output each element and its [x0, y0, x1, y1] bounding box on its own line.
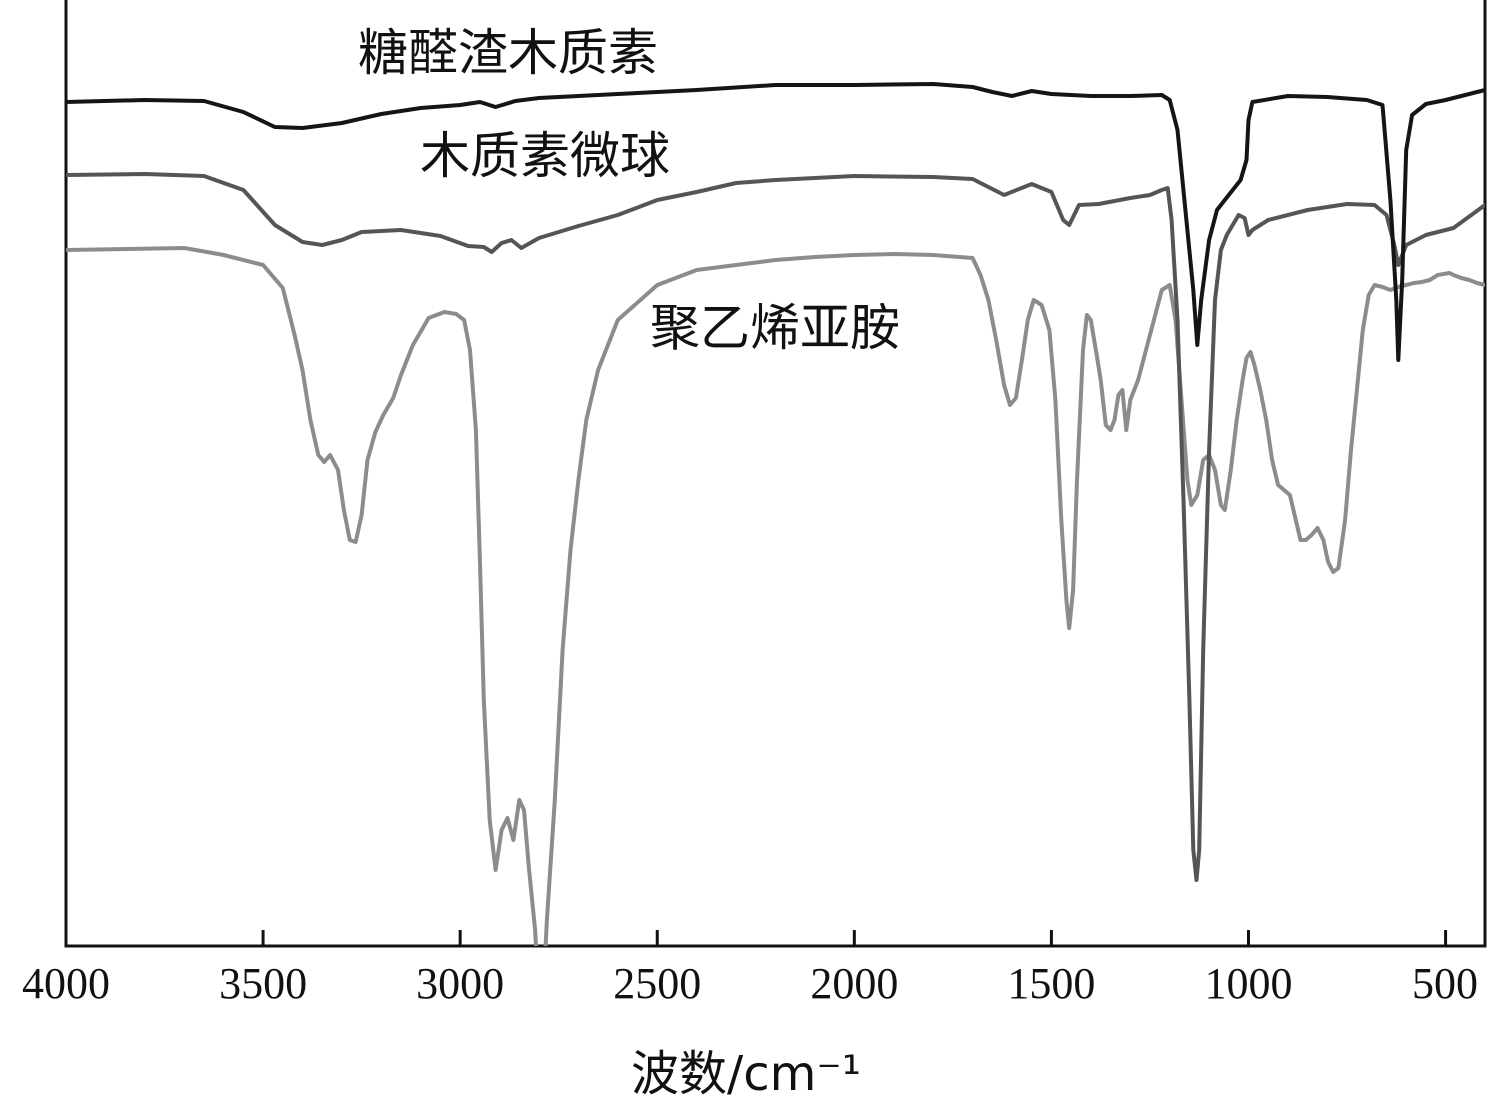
x-tick-label: 3000	[416, 959, 504, 1008]
x-tick-label: 4000	[22, 959, 110, 1008]
plot-area	[66, 82, 1485, 946]
series-line-2	[66, 246, 1485, 946]
x-axis-title: 波数/cm⁻¹	[631, 1046, 861, 1102]
x-axis-ticks: 4000 3500 3000 2500 2000 1500 1000 500	[22, 930, 1478, 1008]
series-label-furfural-residue-lignin: 糖醛渣木质素	[358, 24, 658, 82]
series-label-polyethyleneimine: 聚乙烯亚胺	[650, 299, 900, 357]
x-tick-label: 500	[1412, 959, 1478, 1008]
x-tick-label: 2500	[613, 959, 701, 1008]
x-tick-label: 3500	[219, 959, 307, 1008]
plot-frame	[64, 0, 1487, 948]
series-line-1	[66, 172, 1485, 882]
x-tick-label: 1500	[1007, 959, 1095, 1008]
x-tick-label: 2000	[810, 959, 898, 1008]
series-line-0	[66, 82, 1485, 362]
x-tick-label: 1000	[1205, 959, 1293, 1008]
series-label-lignin-microspheres: 木质素微球	[420, 127, 670, 185]
